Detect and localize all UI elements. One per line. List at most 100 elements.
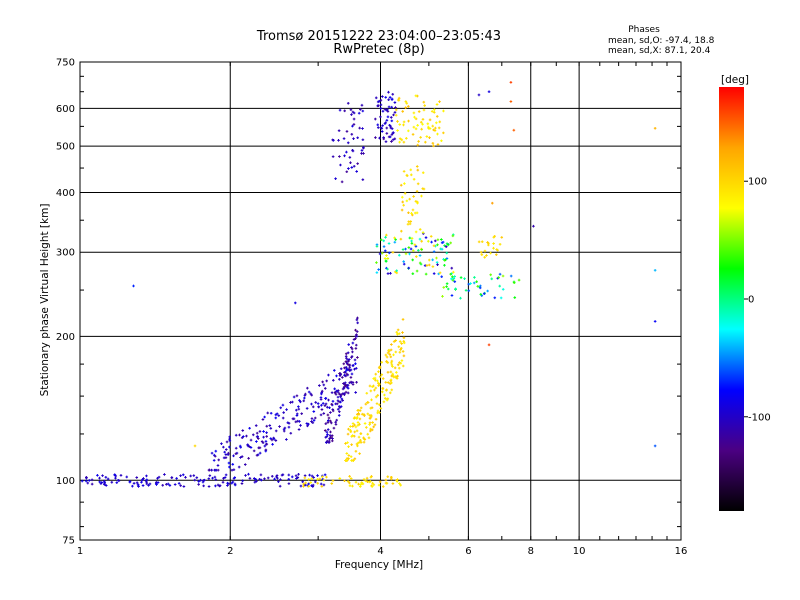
data-point [349, 477, 353, 480]
data-point [487, 241, 490, 245]
data-point [390, 343, 393, 346]
data-point [354, 328, 357, 332]
data-point [384, 96, 387, 99]
data-point [430, 110, 434, 113]
data-point [353, 430, 356, 434]
data-point [408, 197, 411, 201]
data-point [498, 284, 502, 288]
data-point [392, 113, 395, 117]
data-point [357, 413, 361, 416]
legend-line-x: mean, sd,X: 87.1, 20.4 [608, 46, 711, 56]
data-point [352, 123, 356, 126]
y-axis-label: Stationary phase Virtual Height [km] [39, 204, 51, 397]
data-point [249, 446, 253, 449]
data-point [345, 150, 348, 154]
y-tick-label: 200 [56, 332, 75, 343]
data-point [436, 132, 439, 136]
data-point [254, 424, 258, 427]
data-point [386, 381, 390, 384]
data-point [131, 484, 134, 488]
data-point [376, 123, 380, 127]
data-point [347, 343, 350, 346]
data-point [344, 355, 348, 358]
data-point [305, 422, 309, 425]
data-point [360, 103, 364, 107]
data-point [207, 485, 211, 488]
data-point [431, 265, 435, 268]
data-point [352, 338, 356, 341]
y-tick-label: 100 [56, 476, 75, 487]
data-point [344, 352, 348, 356]
data-point [513, 296, 517, 299]
data-point [441, 295, 444, 298]
data-point [375, 261, 378, 264]
data-point [482, 292, 486, 295]
data-point [433, 129, 437, 132]
data-point [381, 386, 385, 390]
data-point [299, 400, 302, 404]
data-point [228, 435, 231, 439]
data-point [344, 442, 347, 445]
data-point [325, 439, 329, 443]
data-point [467, 289, 471, 293]
data-point [420, 127, 423, 131]
data-point [463, 277, 466, 280]
data-point [418, 254, 422, 257]
data-point [317, 405, 320, 409]
data-point [343, 154, 346, 158]
data-point [244, 474, 247, 477]
data-point [295, 408, 298, 412]
data-point [399, 483, 402, 487]
data-point [354, 391, 357, 394]
data-point [343, 393, 346, 396]
data-point [189, 474, 192, 478]
data-point [232, 468, 236, 472]
data-point [351, 149, 355, 153]
data-point [384, 353, 388, 357]
data-point [347, 457, 350, 460]
data-point [173, 483, 177, 486]
data-point [487, 90, 491, 94]
data-point [416, 168, 420, 172]
data-point [408, 252, 411, 256]
data-point [440, 241, 444, 245]
data-point [307, 485, 310, 488]
data-point [401, 331, 404, 334]
data-point [346, 351, 350, 355]
x-tick-label: 4 [377, 546, 383, 557]
data-point [345, 130, 349, 133]
data-point [394, 350, 398, 354]
data-point [401, 248, 405, 251]
data-point [435, 256, 438, 260]
data-point [268, 424, 272, 427]
data-point [342, 385, 346, 389]
data-point [404, 252, 408, 256]
data-point [346, 101, 350, 105]
data-point [347, 358, 351, 361]
data-point [255, 453, 259, 457]
data-point [378, 252, 382, 256]
data-point [390, 361, 393, 365]
colorbar-tick-label: -100 [748, 412, 771, 423]
data-point [424, 236, 428, 239]
data-point [338, 155, 341, 158]
data-point [378, 136, 381, 140]
data-point [132, 284, 135, 288]
data-point [240, 455, 244, 458]
data-point [349, 368, 353, 372]
data-point [355, 318, 359, 322]
data-point [385, 119, 389, 122]
data-point [398, 123, 402, 126]
data-point [653, 126, 657, 130]
data-point [375, 243, 379, 246]
data-point [392, 340, 396, 343]
data-point [411, 213, 414, 217]
data-point [262, 430, 265, 433]
data-point [398, 137, 402, 140]
data-point [436, 238, 440, 242]
data-point [324, 402, 328, 406]
data-point [329, 430, 332, 434]
data-point [359, 406, 363, 410]
data-point [358, 409, 362, 412]
data-point [348, 475, 351, 478]
